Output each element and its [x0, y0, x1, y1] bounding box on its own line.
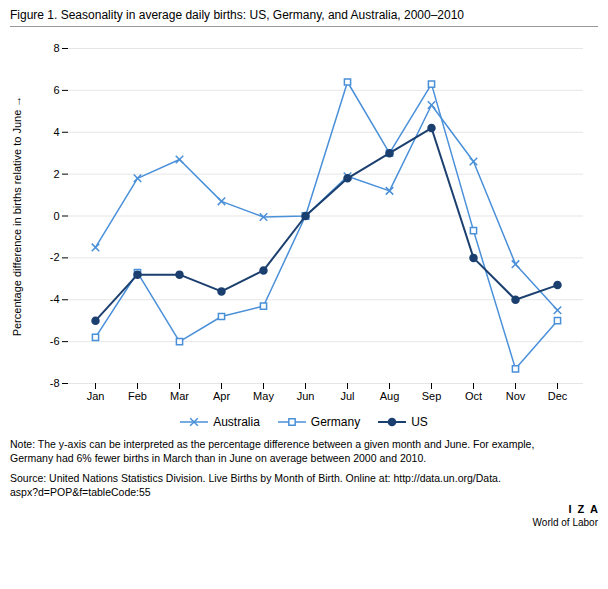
html-text:aspx?d=POP&f=tableCode:55: aspx?d=POP&f=tableCode:55: [10, 486, 151, 498]
svg-text:Apr: Apr: [213, 390, 230, 402]
svg-text:Percentage difference in birth: Percentage difference in births relative…: [11, 96, 23, 337]
svg-text:Jan: Jan: [87, 390, 105, 402]
svg-text:Jul: Jul: [340, 390, 354, 402]
svg-text:Feb: Feb: [128, 390, 147, 402]
svg-text:Oct: Oct: [465, 390, 482, 402]
html-text:Note: The y-axis can be interp: Note: The y-axis can be interpreted as t…: [10, 438, 535, 450]
html-text:Figure 1. Seasonality in avera: Figure 1. Seasonality in average daily b…: [10, 8, 464, 22]
html-text:World of Labor: World of Labor: [532, 517, 598, 528]
svg-text:Mar: Mar: [170, 390, 189, 402]
svg-text:Nov: Nov: [506, 390, 526, 402]
svg-text:-2: -2: [50, 251, 60, 263]
svg-text:2: 2: [53, 168, 59, 180]
svg-text:8: 8: [53, 42, 59, 54]
svg-text:-4: -4: [50, 293, 60, 305]
html-text:Source: United Nations Statist: Source: United Nations Statistics Divisi…: [10, 472, 501, 484]
svg-text:May: May: [253, 390, 274, 402]
svg-text:Aug: Aug: [380, 390, 400, 402]
html-text:I Z A: I Z A: [568, 503, 598, 515]
html-text:US: US: [411, 415, 428, 429]
svg-text:Jun: Jun: [297, 390, 315, 402]
svg-text:Sep: Sep: [422, 390, 442, 402]
svg-text:Dec: Dec: [548, 390, 568, 402]
svg-text:0: 0: [53, 210, 59, 222]
html-text:Germany: Germany: [310, 415, 361, 429]
html-text:Australia: Australia: [213, 415, 260, 429]
svg-text:4: 4: [53, 126, 59, 138]
svg-text:-8: -8: [50, 377, 60, 389]
svg-text:6: 6: [53, 84, 59, 96]
html-text:Germany had 6% fewer births in: Germany had 6% fewer births in March tha…: [10, 452, 427, 464]
svg-text:-6: -6: [50, 335, 60, 347]
